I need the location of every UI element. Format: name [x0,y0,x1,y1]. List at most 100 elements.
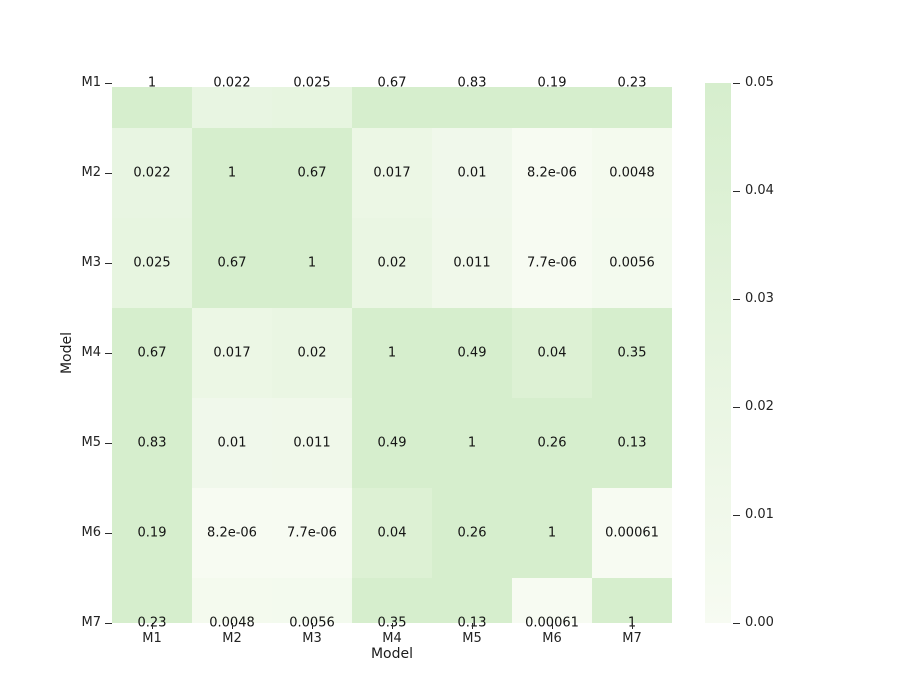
x-tick-mark [232,623,233,629]
x-axis-label: Model [370,646,414,662]
cell-value: 0.67 [217,255,247,271]
cell-value: 1 [147,75,157,91]
y-tick-label: M5 [81,435,102,450]
heatmap-cell-M6-M7 [592,488,672,578]
heatmap-cell-M1-M2 [192,87,272,128]
y-tick-mark [105,443,112,444]
cell-value: 0.0048 [609,165,655,181]
y-tick-label: M4 [81,345,102,360]
x-tick-label: M4 [382,631,402,646]
heatmap-cell-M5-M1 [112,398,192,488]
y-tick-label: M1 [81,75,102,90]
cell-value: 0.49 [457,345,487,361]
heatmap-cell-M6-M5 [432,488,512,578]
heatmap-cell-M6-M3 [272,488,352,578]
heatmap-cell-M5-M7 [592,398,672,488]
colorbar-tick-mark [733,191,740,192]
heatmap-cell-M2-M2 [192,128,272,218]
x-tick-mark [552,623,553,629]
y-tick-mark [105,83,112,84]
heatmap-cell-M2-M6 [512,128,592,218]
cell-value: 0.025 [133,255,171,271]
heatmap-cell-M2-M3 [272,128,352,218]
colorbar-tick-label: 0.01 [745,507,774,522]
cell-value: 0.025 [293,75,331,91]
heatmap-cell-M6-M2 [192,488,272,578]
y-tick-label: M7 [81,615,102,630]
heatmap-cell-M6-M6 [512,488,592,578]
colorbar-tick-label: 0.05 [745,75,774,90]
colorbar-tick-label: 0.00 [745,615,774,630]
heatmap-cell-M7-M4 [352,578,432,623]
heatmap-cell-M3-M1 [112,218,192,308]
x-tick-label: M1 [142,631,162,646]
cell-value: 0.022 [133,165,171,181]
heatmap-cell-M5-M6 [512,398,592,488]
heatmap-cell-M2-M4 [352,128,432,218]
cell-value: 0.67 [297,165,327,181]
heatmap-cell-M4-M5 [432,308,512,398]
y-tick-mark [105,623,112,624]
heatmap-cell-M3-M3 [272,218,352,308]
heatmap-cell-M2-M7 [592,128,672,218]
y-tick-mark [105,263,112,264]
heatmap-plot-area [112,87,672,623]
cell-value: 8.2e-06 [527,165,577,181]
heatmap-cell-M7-M7 [592,578,672,623]
cell-value: 0.83 [137,435,167,451]
x-tick-label: M7 [622,631,642,646]
heatmap-cell-M4-M2 [192,308,272,398]
x-tick-label: M3 [302,631,322,646]
cell-value: 0.02 [297,345,327,361]
heatmap-cell-M5-M3 [272,398,352,488]
y-axis-label: Model [59,331,75,375]
cell-value: 0.04 [537,345,567,361]
y-tick-mark [105,533,112,534]
heatmap-cell-M2-M5 [432,128,512,218]
cell-value: 0.67 [137,345,167,361]
x-tick-mark [312,623,313,629]
heatmap-cell-M4-M1 [112,308,192,398]
heatmap-cell-M2-M1 [112,128,192,218]
x-tick-label: M5 [462,631,482,646]
heatmap-cell-M1-M4 [352,87,432,128]
x-tick-label: M2 [222,631,242,646]
heatmap-cell-M1-M7 [592,87,672,128]
cell-value: 0.13 [617,435,647,451]
heatmap-cell-M7-M2 [192,578,272,623]
x-tick-mark [632,623,633,629]
cell-value: 0.017 [213,345,251,361]
heatmap-cell-M4-M3 [272,308,352,398]
heatmap-cell-M6-M1 [112,488,192,578]
colorbar-tick-label: 0.02 [745,399,774,414]
heatmap-cell-M3-M5 [432,218,512,308]
heatmap-cell-M3-M2 [192,218,272,308]
heatmap-cell-M1-M6 [512,87,592,128]
heatmap-cell-M5-M5 [432,398,512,488]
cell-value: 0.23 [617,75,647,91]
x-tick-mark [392,623,393,629]
cell-value: 0.00061 [605,525,659,541]
cell-value: 1 [467,435,477,451]
cell-value: 1 [547,525,557,541]
colorbar [705,83,731,623]
x-tick-mark [152,623,153,629]
cell-value: 0.26 [457,525,487,541]
cell-value: 0.01 [217,435,247,451]
heatmap-cell-M4-M6 [512,308,592,398]
heatmap-cell-M7-M3 [272,578,352,623]
cell-value: 0.0056 [609,255,655,271]
heatmap-cell-M1-M5 [432,87,512,128]
cell-value: 0.022 [213,75,251,91]
heatmap-cell-M5-M4 [352,398,432,488]
cell-value: 0.02 [377,255,407,271]
cell-value: 1 [307,255,317,271]
heatmap-cell-M1-M3 [272,87,352,128]
y-tick-label: M6 [81,525,102,540]
cell-value: 0.35 [617,345,647,361]
colorbar-tick-label: 0.03 [745,291,774,306]
heatmap-cell-M3-M4 [352,218,432,308]
colorbar-tick-mark [733,83,740,84]
cell-value: 0.04 [377,525,407,541]
